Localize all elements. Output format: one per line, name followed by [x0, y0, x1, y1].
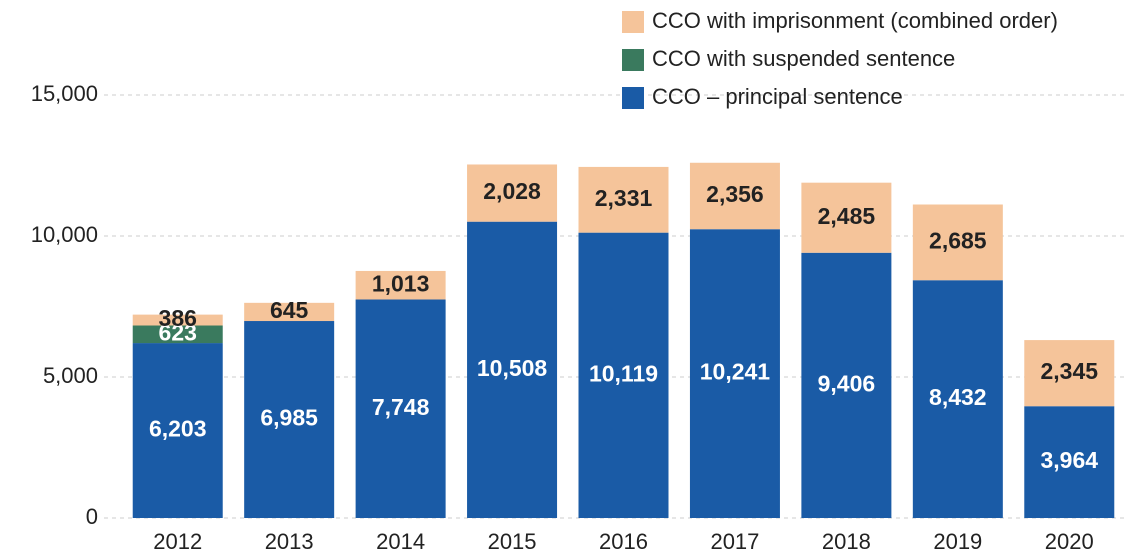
legend-swatch	[622, 49, 644, 71]
bar-segment	[578, 232, 669, 518]
bar-segment	[132, 343, 223, 518]
bar-segment	[578, 166, 669, 233]
value-label: 10,119	[589, 360, 658, 386]
x-tick-label: 2016	[599, 529, 648, 554]
x-tick-label: 2015	[488, 529, 537, 554]
bar-segment	[1024, 406, 1115, 518]
y-tick-label: 10,000	[31, 222, 98, 247]
value-label: 2,345	[1040, 358, 1098, 384]
bar-segment	[801, 252, 892, 518]
legend-swatch	[622, 87, 644, 109]
value-label: 645	[270, 297, 309, 323]
bar-segment	[244, 302, 335, 322]
x-tick-label: 2018	[822, 529, 871, 554]
value-label: 2,685	[929, 227, 987, 253]
value-label: 6,203	[149, 416, 207, 442]
value-label: 2,028	[483, 178, 541, 204]
value-label: 2,485	[818, 203, 876, 229]
x-tick-label: 2014	[376, 529, 425, 554]
legend-label: CCO – principal sentence	[652, 84, 903, 109]
bar-segment	[244, 321, 335, 518]
value-label: 10,241	[700, 359, 771, 385]
bar-segment	[355, 299, 446, 518]
bar-segment	[467, 164, 558, 222]
value-label: 9,406	[818, 370, 876, 396]
bar-segment	[355, 270, 446, 300]
legend-label: CCO with imprisonment (combined order)	[652, 8, 1058, 33]
value-label: 1,013	[372, 270, 430, 296]
x-tick-label: 2012	[153, 529, 202, 554]
x-tick-label: 2017	[710, 529, 759, 554]
value-label: 8,432	[929, 384, 987, 410]
bar-segment	[689, 162, 780, 230]
value-label: 2,331	[595, 185, 653, 211]
x-tick-label: 2020	[1045, 529, 1094, 554]
x-tick-label: 2013	[265, 529, 314, 554]
value-label: 7,748	[372, 394, 430, 420]
bar-segment	[1024, 340, 1115, 407]
y-tick-label: 15,000	[31, 81, 98, 106]
value-label: 2,356	[706, 181, 764, 207]
value-label: 3,964	[1040, 447, 1098, 473]
value-label: 10,508	[477, 355, 548, 381]
y-tick-label: 0	[86, 504, 98, 529]
legend-label: CCO with suspended sentence	[652, 46, 955, 71]
bar-segment	[689, 229, 780, 518]
y-tick-label: 5,000	[43, 363, 98, 388]
value-label: 386	[159, 305, 197, 331]
bar-segment	[132, 314, 223, 326]
value-label: 6,985	[260, 405, 318, 431]
bar-segment	[467, 221, 558, 519]
bar-segment	[132, 325, 223, 344]
bar-segment	[801, 182, 892, 253]
legend-swatch	[622, 11, 644, 33]
bar-segment	[912, 280, 1003, 518]
x-tick-label: 2019	[933, 529, 982, 554]
bar-segment	[912, 204, 1003, 281]
